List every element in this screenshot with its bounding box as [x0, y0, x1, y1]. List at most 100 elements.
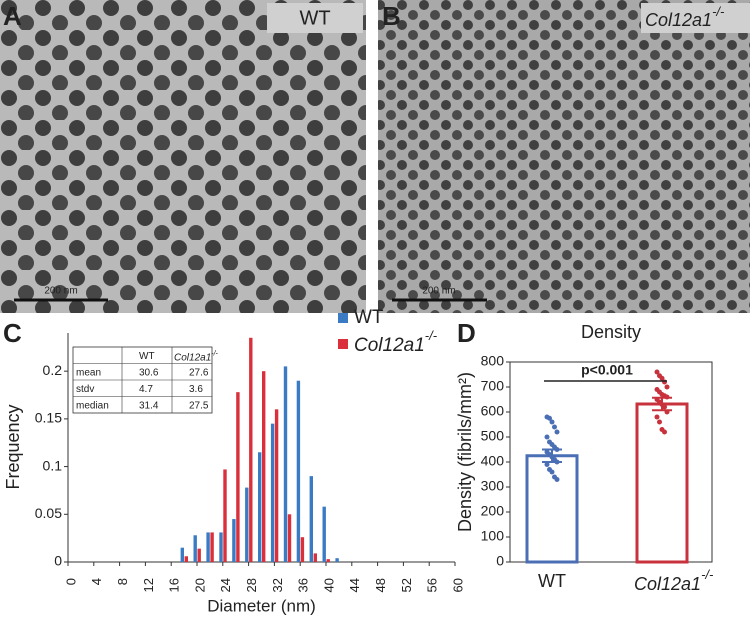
- x-tick-label: 36: [296, 578, 311, 592]
- bar: [270, 423, 275, 562]
- data-point: [549, 419, 555, 425]
- table-header: Col12a1-/-: [174, 350, 219, 363]
- data-point: [662, 404, 667, 410]
- data-point: [657, 419, 662, 425]
- y-tick-label: 200: [481, 503, 505, 519]
- table-cell: 27.6: [189, 367, 209, 378]
- bar: [296, 380, 301, 562]
- table-cell: 4.7: [139, 384, 153, 395]
- x-tick-label: 8: [115, 578, 130, 585]
- data-point: [664, 394, 670, 400]
- x-tick-label: 20: [192, 578, 207, 592]
- x-tick-label: 44: [347, 578, 362, 592]
- bar: [258, 452, 262, 562]
- bar: [232, 519, 236, 562]
- y-tick-label: 500: [481, 428, 505, 444]
- y-tick-label: 600: [481, 403, 505, 419]
- label-text: Col12a1: [645, 10, 712, 30]
- table-row-label: stdv: [76, 384, 94, 395]
- table-cell: 30.6: [139, 367, 159, 378]
- x-tick-label: 0: [63, 578, 78, 585]
- bar: [313, 553, 317, 562]
- label-box: [641, 3, 750, 33]
- panel-label: Col12a1-/-: [645, 4, 725, 29]
- bar: [245, 487, 249, 562]
- y-tick-label: 0.2: [43, 362, 63, 378]
- legend-entry: WT: [354, 307, 384, 328]
- table-cell: 31.4: [139, 400, 159, 411]
- superscript: -/-: [211, 350, 218, 357]
- y-tick-label: 300: [481, 478, 505, 494]
- x-axis-label: Diameter (nm): [207, 596, 316, 615]
- bar: [197, 548, 201, 562]
- data-point: [662, 429, 667, 435]
- data-point: [554, 447, 560, 452]
- bar: [249, 337, 253, 562]
- table-row-label: median: [76, 400, 109, 411]
- bar: [262, 371, 266, 562]
- bar: [219, 532, 223, 562]
- legend-swatch: [338, 313, 348, 323]
- x-tick-label: 60: [450, 578, 465, 592]
- x-tick-label: 4: [89, 578, 104, 585]
- y-tick-label: 0.1: [43, 457, 63, 473]
- x-tick-label: 52: [399, 578, 414, 592]
- legend-entry: Col12a1-/-: [354, 328, 438, 356]
- x-tick-label: 12: [141, 578, 156, 592]
- data-point: [547, 415, 552, 421]
- bar: [326, 559, 330, 562]
- legend-text: Col12a1: [354, 335, 425, 356]
- bar: [193, 535, 197, 562]
- y-tick-label: 0.05: [35, 505, 62, 521]
- bar: [180, 547, 184, 562]
- y-axis-label: Density (fibrils/mm²): [455, 372, 475, 532]
- y-tick-label: 0: [496, 553, 504, 569]
- bar: [322, 506, 326, 562]
- legend-swatch: [338, 339, 348, 349]
- y-tick-label: 700: [481, 378, 505, 394]
- panel-letter: A: [3, 1, 22, 31]
- y-tick-label: 800: [481, 353, 505, 369]
- data-point: [554, 459, 560, 465]
- x-tick-label: 40: [321, 578, 336, 592]
- data-point: [654, 414, 660, 420]
- data-point: [654, 369, 660, 375]
- micrograph: [0, 0, 366, 313]
- bar: [210, 532, 214, 562]
- x-tick-label: WT: [538, 571, 566, 591]
- x-tick-label: 32: [270, 578, 285, 592]
- superscript: -/-: [712, 4, 725, 19]
- x-tick-label: 24: [218, 578, 233, 592]
- x-tick-label: 28: [244, 578, 259, 592]
- bar: [274, 409, 279, 562]
- table-row-label: mean: [76, 367, 101, 378]
- x-tick-label: 48: [373, 578, 388, 592]
- superscript: -/-: [701, 567, 714, 582]
- table-cell: 27.5: [189, 400, 209, 411]
- bar: [206, 532, 210, 562]
- data-point: [554, 429, 560, 435]
- label-text: Col12a1: [634, 574, 701, 594]
- y-tick-label: 100: [481, 528, 505, 544]
- label-box: [267, 3, 363, 33]
- bar: [283, 366, 288, 562]
- scale-bar-label: 200 nm: [44, 286, 77, 297]
- table-cell: 3.6: [189, 384, 203, 395]
- bar: [309, 476, 313, 562]
- y-tick-label: 0: [54, 553, 62, 569]
- x-tick-label: 16: [167, 578, 182, 592]
- x-tick-label: 56: [425, 578, 440, 592]
- data-point: [554, 477, 560, 482]
- bar: [300, 537, 305, 562]
- bar: [223, 469, 227, 562]
- panel-letter: D: [457, 318, 476, 348]
- bar: [335, 558, 339, 562]
- data-point: [664, 409, 670, 415]
- panel-letter: B: [382, 1, 401, 31]
- panel-letter: C: [3, 318, 22, 348]
- annotation: p<0.001: [581, 362, 633, 378]
- y-tick-label: 400: [481, 453, 505, 469]
- bar: [287, 514, 292, 562]
- micrograph: [378, 0, 750, 313]
